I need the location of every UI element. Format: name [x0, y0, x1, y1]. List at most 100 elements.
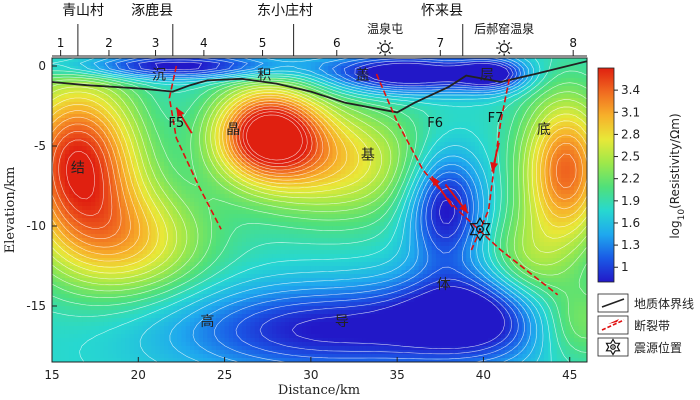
- heatmap-cell: [155, 122, 161, 127]
- heatmap-cell: [500, 74, 506, 79]
- heatmap-cell: [129, 170, 135, 175]
- heatmap-cell: [125, 174, 131, 179]
- heatmap-cell: [552, 174, 558, 179]
- heatmap-cell: [505, 214, 510, 219]
- heatmap-cell: [198, 146, 204, 151]
- heatmap-cell: [448, 214, 454, 219]
- heatmap-cell: [526, 70, 532, 75]
- heatmap-cell: [177, 178, 183, 183]
- heatmap-cell: [349, 126, 355, 131]
- heatmap-cell: [250, 130, 256, 135]
- heatmap-cell: [293, 62, 299, 67]
- heatmap-cell: [414, 70, 420, 75]
- heatmap-cell: [90, 174, 96, 179]
- heatmap-cell: [530, 126, 536, 131]
- heatmap-cell: [168, 158, 174, 163]
- heatmap-cell: [505, 122, 510, 127]
- heatmap-cell: [56, 146, 62, 151]
- heatmap-cell: [272, 178, 277, 183]
- heatmap-cell: [328, 134, 334, 139]
- heatmap-cell: [263, 194, 269, 199]
- heatmap-cell: [470, 154, 476, 159]
- heatmap-cell: [392, 194, 398, 199]
- heatmap-cell: [108, 126, 113, 131]
- heatmap-cell: [505, 110, 510, 115]
- heatmap-cell: [172, 194, 178, 199]
- heatmap-cell: [198, 74, 204, 79]
- heatmap-cell: [207, 58, 213, 63]
- heatmap-cell: [345, 66, 351, 71]
- heatmap-cell: [129, 186, 135, 191]
- heatmap-cell: [410, 150, 416, 155]
- heatmap-cell: [146, 82, 152, 87]
- heatmap-cell: [431, 126, 437, 131]
- heatmap-cell: [509, 62, 515, 67]
- heatmap-cell: [345, 78, 351, 83]
- heatmap-cell: [418, 194, 424, 199]
- heatmap-cell: [177, 126, 183, 131]
- heatmap-cell: [401, 214, 407, 219]
- heatmap-cell: [302, 154, 308, 159]
- heatmap-cell: [423, 134, 428, 139]
- heatmap-cell: [401, 202, 407, 207]
- heatmap-cell: [155, 198, 161, 203]
- heatmap-cell: [392, 78, 398, 83]
- heatmap-cell: [483, 154, 489, 159]
- heatmap-cell: [435, 78, 441, 83]
- heatmap-cell: [431, 210, 437, 215]
- heatmap-cell: [444, 98, 450, 103]
- heatmap-cell: [172, 206, 178, 211]
- heatmap-cell: [457, 142, 463, 147]
- heatmap-cell: [302, 214, 308, 219]
- heatmap-cell: [388, 198, 394, 203]
- heatmap-cell: [461, 210, 467, 215]
- heatmap-cell: [276, 158, 282, 163]
- heatmap-cell: [82, 134, 88, 139]
- heatmap-cell: [306, 62, 312, 67]
- heatmap-cell: [95, 70, 101, 75]
- heatmap-cell: [371, 142, 377, 147]
- heatmap-cell: [461, 102, 467, 107]
- heatmap-cell: [569, 174, 575, 179]
- heatmap-cell: [121, 166, 126, 171]
- heatmap-cell: [522, 118, 528, 123]
- heatmap-cell: [116, 194, 122, 199]
- heatmap-cell: [509, 86, 515, 91]
- heatmap-cell: [517, 82, 523, 87]
- heatmap-cell: [237, 162, 243, 167]
- heatmap-cell: [172, 154, 178, 159]
- heatmap-cell: [418, 122, 424, 127]
- heatmap-cell: [371, 110, 377, 115]
- heatmap-cell: [336, 66, 342, 71]
- heatmap-cell: [323, 150, 329, 155]
- heatmap-cell: [90, 182, 96, 187]
- heatmap-cell: [427, 190, 433, 195]
- heatmap-cell: [82, 154, 88, 159]
- heatmap-cell: [263, 114, 269, 119]
- heatmap-cell: [129, 206, 135, 211]
- heatmap-cell: [440, 102, 446, 107]
- heatmap-cell: [492, 86, 497, 91]
- heatmap-cell: [95, 66, 101, 71]
- heatmap-cell: [543, 74, 549, 79]
- heatmap-cell: [241, 102, 247, 107]
- heatmap-cell: [138, 186, 144, 191]
- heatmap-cell: [470, 62, 476, 67]
- heatmap-cell: [280, 210, 286, 215]
- heatmap-cell: [297, 182, 303, 187]
- heatmap-cell: [284, 118, 290, 123]
- heatmap-cell: [246, 186, 252, 191]
- heatmap-cell: [371, 174, 377, 179]
- heatmap-cell: [578, 98, 584, 103]
- heatmap-cell: [241, 206, 247, 211]
- heatmap-cell: [582, 142, 587, 147]
- heatmap-cell: [259, 122, 265, 127]
- heatmap-cell: [548, 158, 554, 163]
- heatmap-cell: [99, 130, 105, 135]
- heatmap-cell: [185, 214, 191, 219]
- heatmap-cell: [487, 62, 493, 67]
- heatmap-cell: [272, 130, 277, 135]
- heatmap-cell: [552, 102, 558, 107]
- heatmap-cell: [354, 106, 359, 111]
- heatmap-cell: [431, 158, 437, 163]
